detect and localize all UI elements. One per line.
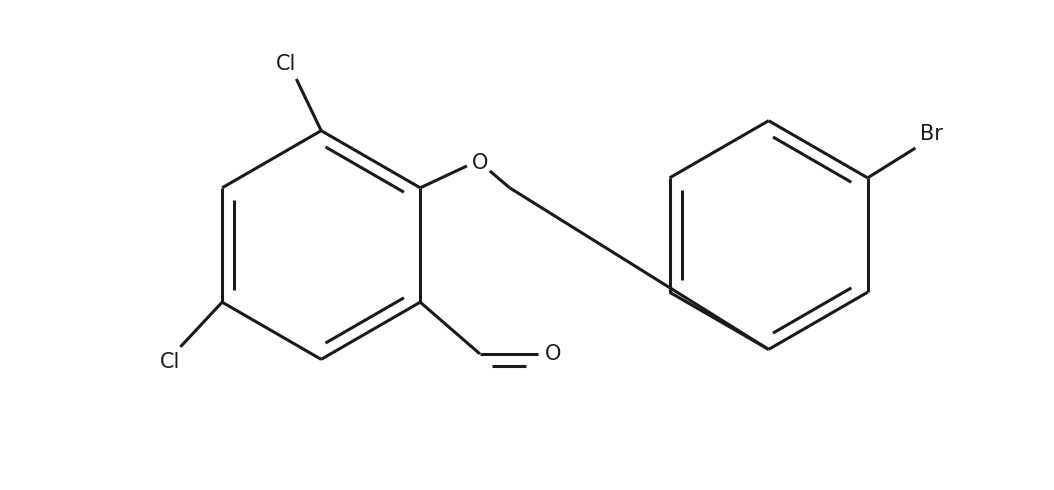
Text: O: O (472, 153, 488, 173)
Text: Cl: Cl (276, 54, 296, 74)
Text: Cl: Cl (160, 352, 180, 372)
Text: Br: Br (920, 124, 943, 144)
Text: O: O (545, 344, 561, 364)
